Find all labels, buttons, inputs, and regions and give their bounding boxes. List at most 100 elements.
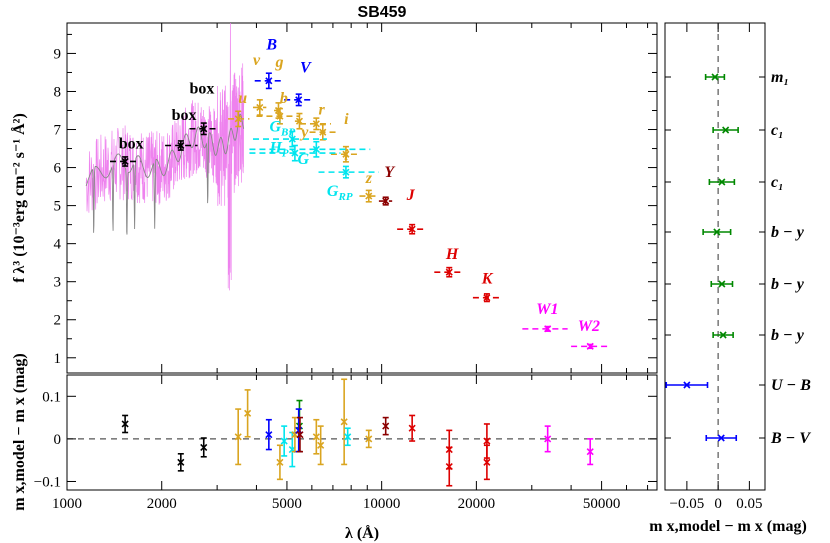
point-marker	[312, 120, 320, 128]
row-label: b − y	[771, 327, 805, 344]
y-tick-label: 7	[54, 123, 62, 139]
x-tick-label: 10000	[363, 496, 401, 512]
row-label: B − V	[770, 430, 811, 447]
chart-title: SB459	[358, 4, 407, 21]
point-marker	[382, 422, 390, 430]
data-point-g	[249, 140, 371, 158]
point-marker	[265, 77, 273, 85]
point-marker	[342, 150, 350, 158]
point-label: V	[300, 59, 312, 76]
data-point-b	[274, 102, 283, 119]
color-point	[704, 73, 726, 81]
point-label: B	[265, 37, 277, 54]
spectrum-group	[85, 23, 245, 291]
residual-point	[340, 378, 348, 466]
residual-point	[544, 425, 552, 453]
residual-point	[382, 416, 390, 436]
row-label: U − B	[771, 377, 811, 394]
point-marker	[319, 128, 327, 136]
x-tick-label: 5000	[272, 496, 302, 512]
point-marker	[713, 228, 721, 236]
data-point-k	[472, 293, 501, 303]
x-tick-label: 50000	[583, 496, 621, 512]
model-spectrum	[85, 113, 245, 235]
point-label: H	[445, 246, 459, 263]
point-marker	[295, 96, 303, 104]
point-marker	[544, 435, 552, 443]
data-point-h_p	[249, 144, 341, 162]
row-label: b − y	[771, 276, 805, 293]
residual-point	[265, 418, 273, 451]
point-marker	[121, 420, 129, 428]
point-marker	[719, 331, 727, 339]
residual-point	[200, 437, 208, 458]
residual-frame	[66, 374, 658, 491]
point-label: GBP	[269, 118, 295, 138]
color-residual-panel: −0.05 0 0.05 m₁ c₁ c₁ b − y b − y b − y U − B B − …	[664, 22, 811, 512]
point-marker	[234, 433, 242, 441]
point-marker	[408, 424, 416, 432]
point-marker	[586, 342, 594, 350]
y-tick-label: 0	[54, 432, 62, 448]
point-marker	[365, 192, 373, 200]
residual-panel: −0.1 0 0.1 1000 2000 5000 10000 20000 50000	[34, 374, 658, 512]
point-marker	[312, 433, 320, 441]
point-marker	[288, 135, 296, 143]
point-marker	[483, 458, 491, 466]
point-marker	[683, 381, 691, 389]
data-point-i	[330, 145, 360, 163]
point-label: K	[481, 271, 494, 288]
x-tick-label: 2000	[147, 496, 177, 512]
residual-point	[234, 408, 242, 466]
data-point-y	[378, 196, 393, 206]
point-marker	[312, 145, 320, 153]
y-tick-label: 4	[54, 237, 62, 253]
point-marker	[445, 463, 453, 471]
point-label: r	[319, 101, 326, 118]
residual-points	[121, 378, 594, 487]
point-label: HP	[268, 139, 288, 159]
data-point-z	[359, 189, 379, 203]
point-label: i	[344, 111, 349, 128]
point-label: z	[365, 170, 373, 187]
point-marker	[586, 448, 594, 456]
data-point-w1	[522, 325, 568, 333]
x-axis-label: λ (Å)	[345, 524, 379, 542]
residual-point	[445, 446, 453, 487]
point-marker	[276, 458, 284, 466]
data-point-v	[284, 93, 315, 107]
point-label: Y	[384, 164, 395, 181]
y-tick-label: 5	[54, 199, 62, 215]
y-axis-label-residual: m x,model − m x (mag)	[11, 353, 28, 511]
point-marker	[177, 141, 185, 150]
color-point	[705, 434, 738, 442]
row-label: m₁	[771, 69, 789, 86]
point-label: u	[238, 90, 247, 107]
point-marker	[280, 437, 288, 445]
data-point-w2	[571, 342, 610, 350]
data-point-j	[397, 223, 427, 235]
point-marker	[722, 126, 730, 134]
data-point-box	[110, 156, 141, 167]
residual-point	[344, 427, 352, 447]
point-marker	[296, 431, 304, 439]
residual-point	[483, 444, 491, 481]
point-label: b	[280, 90, 288, 107]
y-tick-label: 8	[54, 84, 62, 100]
point-marker	[256, 103, 264, 112]
point-marker	[408, 225, 416, 233]
data-point-box	[189, 122, 220, 136]
residual-point	[295, 408, 303, 453]
point-marker	[711, 73, 719, 81]
residual-point	[276, 444, 284, 481]
row-label: c₁	[771, 174, 784, 191]
x-tick-label: 0.05	[736, 496, 762, 512]
x-tick-label: 1000	[52, 496, 82, 512]
color-point	[702, 228, 732, 236]
point-marker	[342, 168, 350, 176]
point-marker	[200, 125, 208, 133]
residual-point	[121, 414, 129, 434]
point-label: W1	[536, 301, 558, 318]
point-marker	[234, 115, 242, 123]
